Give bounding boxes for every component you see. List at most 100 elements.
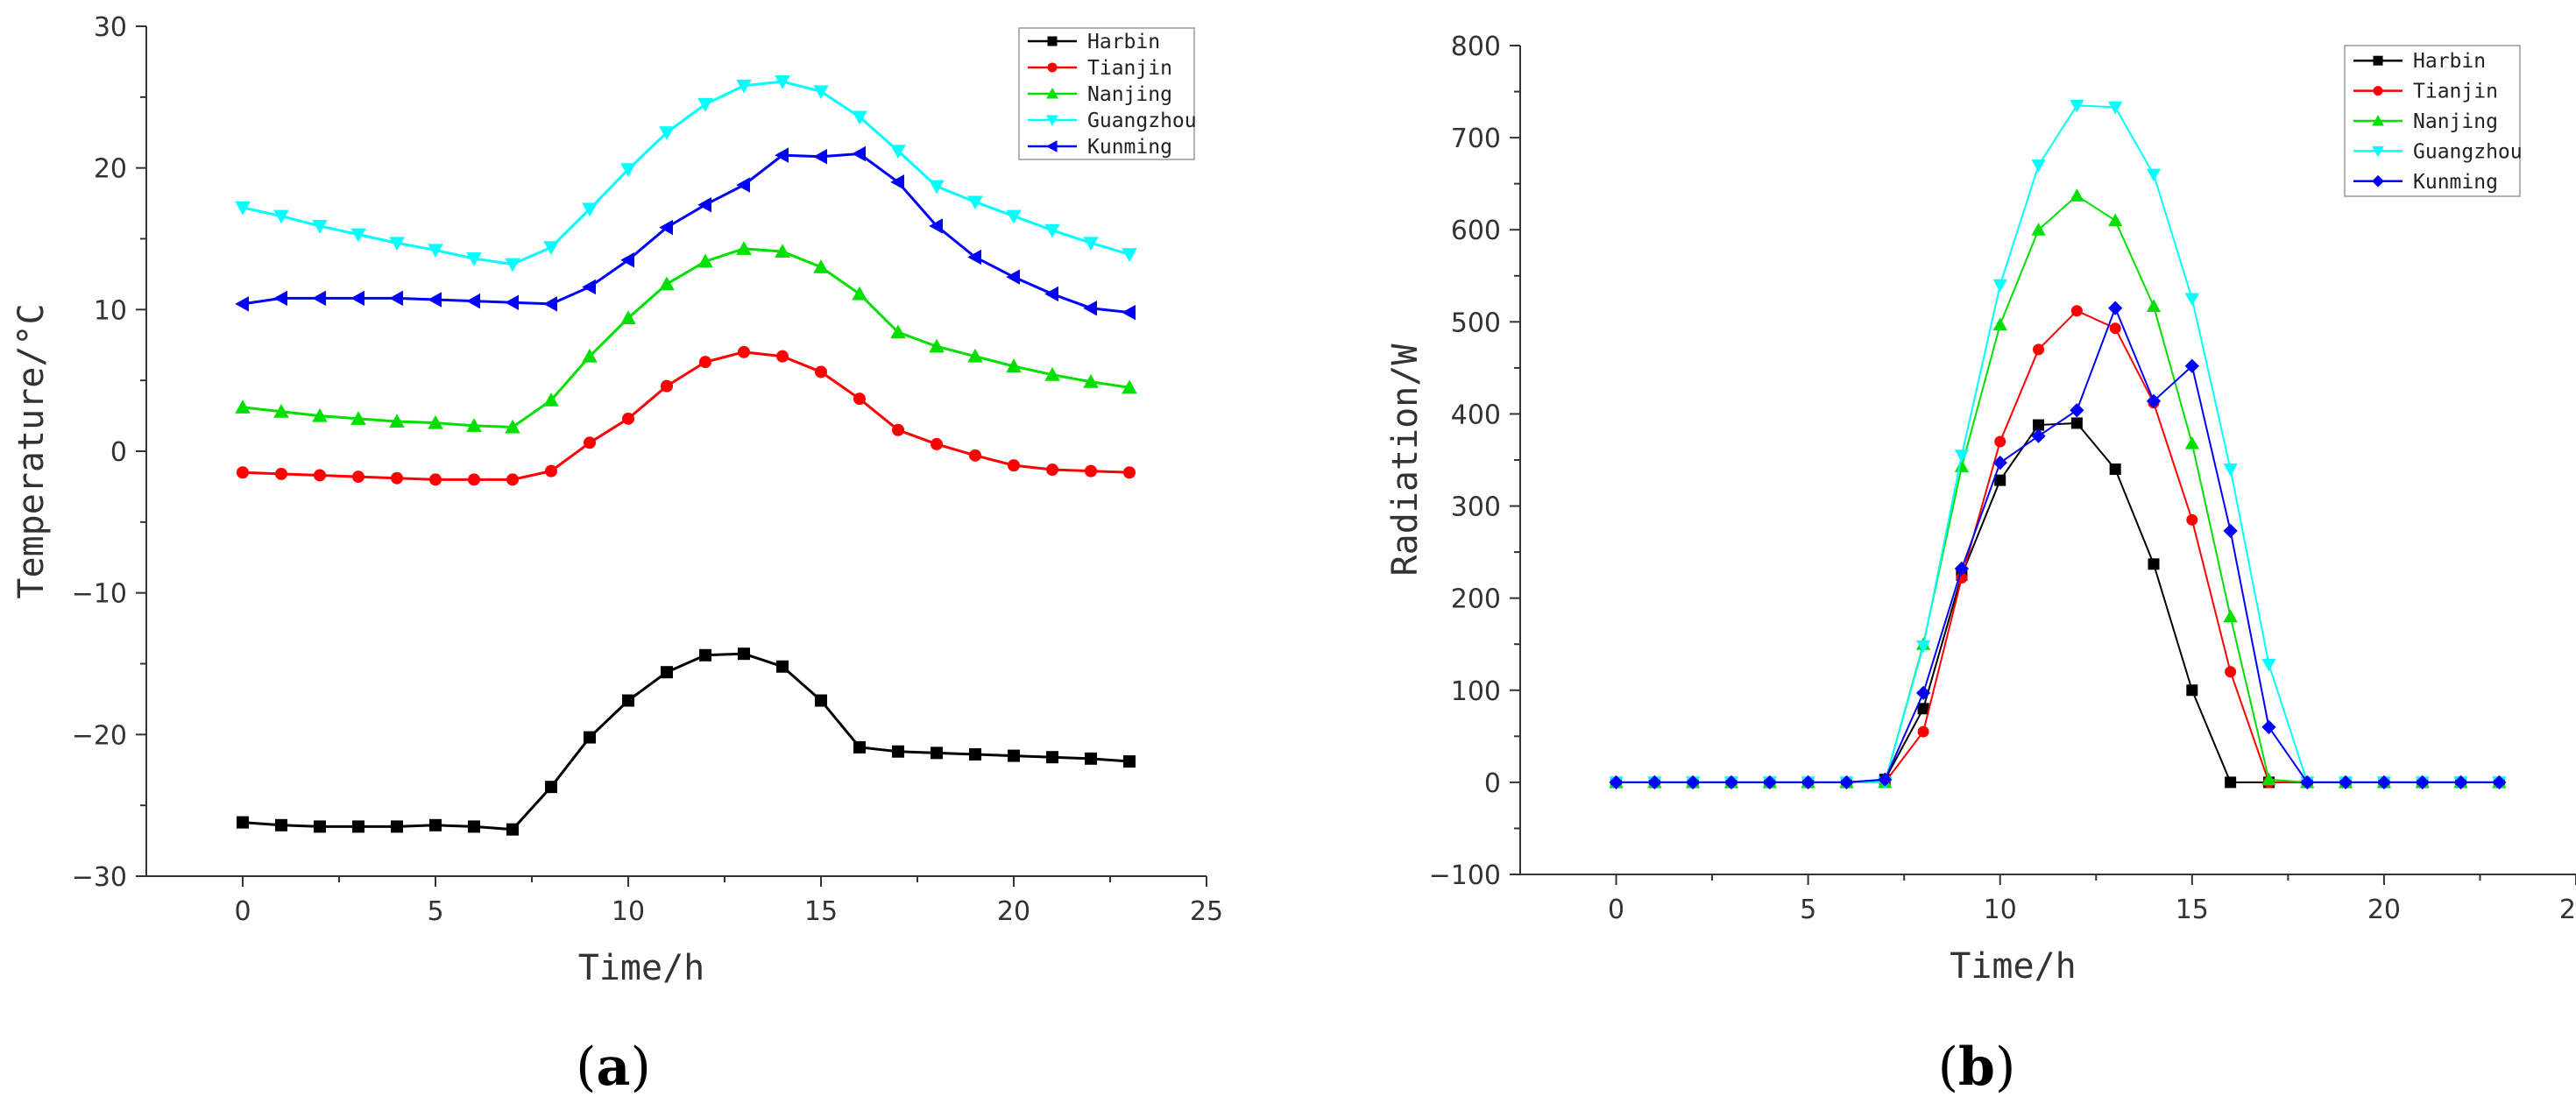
data-point xyxy=(543,296,557,312)
data-point xyxy=(350,290,364,307)
data-point xyxy=(1046,88,1058,99)
series-line-kunming xyxy=(242,152,1130,315)
data-point xyxy=(738,345,750,358)
data-point xyxy=(2223,463,2238,477)
data-point xyxy=(852,286,867,301)
data-point xyxy=(2109,463,2121,476)
data-point xyxy=(1954,561,1970,577)
data-point xyxy=(1994,474,2006,486)
data-point xyxy=(659,219,673,236)
data-point xyxy=(466,252,482,266)
data-point xyxy=(2186,684,2198,697)
data-point xyxy=(2376,775,2392,790)
data-point xyxy=(929,218,943,234)
panel-a-temperature-chart: 0 5 10 15 20 25 −30 −20 −10 0 10 20 30 Time/h Temperat… xyxy=(11,12,1223,1098)
data-point xyxy=(815,365,827,379)
data-point xyxy=(428,244,443,258)
data-point xyxy=(697,97,713,112)
legend: Harbin Tianjin Nanjing Guangzhou Kunming xyxy=(1018,27,1197,160)
legend-item: Harbin xyxy=(1028,31,1160,53)
legend-label: Tianjin xyxy=(1087,57,1172,80)
data-point xyxy=(235,400,251,414)
legend-label: Harbin xyxy=(1087,31,1160,53)
data-point xyxy=(584,436,596,449)
data-point xyxy=(1801,775,1815,790)
data-point xyxy=(1686,775,1701,790)
data-point xyxy=(659,126,675,140)
data-point xyxy=(1123,466,1136,479)
legend-item: Harbin xyxy=(2353,50,2486,73)
data-point xyxy=(2070,99,2084,113)
data-point xyxy=(2372,115,2384,126)
data-point xyxy=(273,209,289,224)
data-point xyxy=(429,818,442,831)
data-point xyxy=(2031,428,2046,443)
series-tianjin xyxy=(237,345,1136,486)
legend-label: Guangzhou xyxy=(1087,110,1197,132)
x-tick-label: 0 xyxy=(1608,895,1624,925)
data-point xyxy=(352,471,364,484)
x-tick-label: 10 xyxy=(612,896,645,927)
x-tick-label: 25 xyxy=(1190,896,1223,927)
data-point xyxy=(1047,62,1058,73)
data-point xyxy=(1008,459,1020,472)
y-tick-label: −100 xyxy=(1429,860,1501,891)
data-point xyxy=(1647,775,1662,790)
data-point xyxy=(1085,464,1097,478)
data-point xyxy=(2225,666,2237,678)
panel-label-close: ) xyxy=(1995,1037,2015,1098)
data-point xyxy=(1083,374,1099,388)
data-point xyxy=(1122,248,1137,263)
legend-label: Guangzhou xyxy=(2413,140,2523,163)
series-harbin xyxy=(237,647,1136,836)
series-line-kunming xyxy=(1616,305,2500,783)
data-point xyxy=(466,418,482,432)
legend-item: Kunming xyxy=(1028,136,1172,159)
data-point xyxy=(738,647,750,661)
y-tick-label: 100 xyxy=(1451,676,1501,707)
data-point xyxy=(967,195,983,210)
series-line-nanjing xyxy=(242,247,1130,429)
series-line-guangzhou xyxy=(242,80,1130,266)
series-line-tianjin xyxy=(1616,309,2500,783)
data-point xyxy=(1044,286,1058,302)
data-point xyxy=(2108,301,2123,315)
data-point xyxy=(1046,140,1058,152)
data-point xyxy=(2261,719,2276,734)
data-point xyxy=(1992,317,2007,330)
data-point xyxy=(813,85,829,100)
series-harbin xyxy=(1610,417,2505,789)
x-tick-label: 20 xyxy=(2367,895,2401,925)
x-axis-title: Time/h xyxy=(578,948,705,988)
y-tick-label: 800 xyxy=(1451,32,1501,62)
data-point xyxy=(929,180,945,195)
data-point xyxy=(1046,463,1058,477)
data-point xyxy=(2033,419,2045,431)
data-point xyxy=(661,666,673,679)
data-point xyxy=(543,393,559,407)
y-tick-label: 600 xyxy=(1451,216,1501,246)
data-point xyxy=(1839,775,1854,790)
legend-label: Tianjin xyxy=(2413,81,2498,103)
data-point xyxy=(1083,300,1097,316)
data-point xyxy=(775,75,790,89)
data-point xyxy=(699,356,711,369)
x-tick-label: 20 xyxy=(997,896,1030,927)
legend-item: Nanjing xyxy=(2353,110,2498,133)
data-point xyxy=(890,174,904,190)
data-point xyxy=(1878,772,1893,787)
data-point xyxy=(1006,269,1020,285)
data-point xyxy=(1044,366,1060,381)
data-point xyxy=(2492,775,2507,790)
data-point xyxy=(314,469,326,482)
data-point xyxy=(969,747,981,761)
data-point xyxy=(2415,775,2430,790)
data-point xyxy=(2300,775,2315,790)
data-point xyxy=(852,145,866,162)
data-point xyxy=(506,473,519,486)
data-point xyxy=(929,338,945,353)
data-point xyxy=(505,258,520,272)
data-point xyxy=(2148,558,2160,570)
data-point xyxy=(736,241,752,255)
data-point xyxy=(2070,188,2084,202)
